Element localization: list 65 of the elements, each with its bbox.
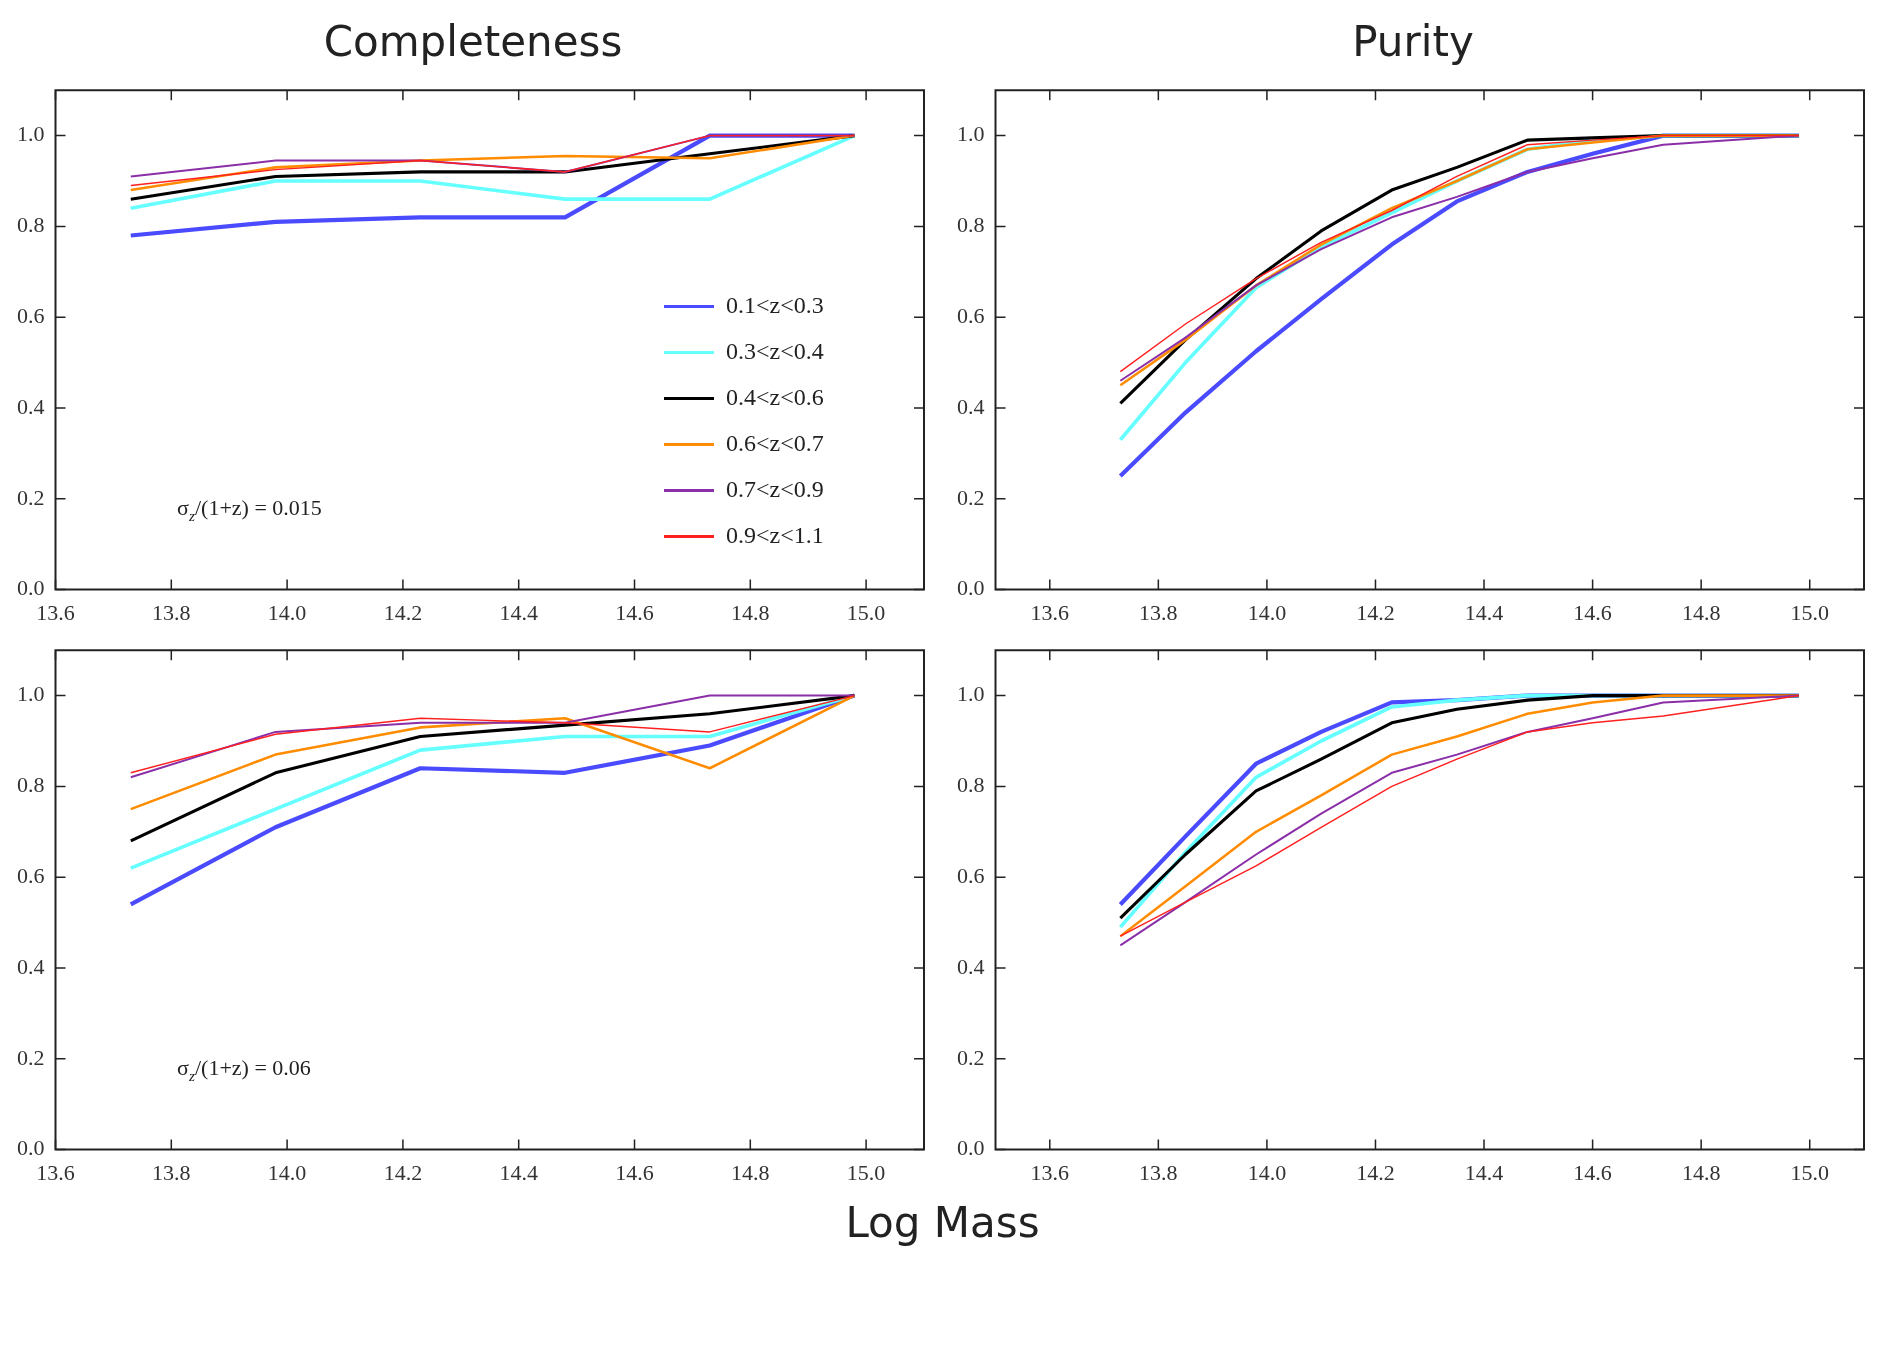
y-tick-label: 0.6 bbox=[17, 302, 45, 328]
y-tick-label: 1.0 bbox=[17, 121, 45, 147]
x-tick-label: 14.4 bbox=[499, 1159, 538, 1185]
legend-label: 0.9<z<1.1 bbox=[726, 521, 824, 548]
y-tick-label: 0.0 bbox=[957, 1135, 985, 1161]
x-tick-label: 14.0 bbox=[267, 599, 307, 625]
x-tick-label: 13.8 bbox=[152, 599, 191, 625]
legend-label: 0.1<z<0.3 bbox=[726, 291, 824, 318]
y-tick-label: 0.4 bbox=[957, 953, 985, 979]
y-tick-label: 0.2 bbox=[17, 1044, 45, 1070]
y-tick-label: 1.0 bbox=[17, 681, 45, 707]
x-tick-label: 14.0 bbox=[1247, 1159, 1287, 1185]
y-tick-label: 0.4 bbox=[957, 393, 985, 419]
legend-label: 0.4<z<0.6 bbox=[726, 383, 824, 410]
x-tick-label: 15.0 bbox=[1790, 599, 1829, 625]
x-tick-label: 15.0 bbox=[846, 599, 886, 625]
x-tick-label: 14.2 bbox=[383, 599, 423, 625]
x-tick-label: 14.6 bbox=[1573, 1159, 1612, 1185]
x-tick-label: 13.6 bbox=[1030, 599, 1070, 625]
x-tick-label: 15.0 bbox=[1790, 1159, 1829, 1185]
y-tick-label: 0.6 bbox=[17, 862, 45, 888]
x-tick-label: 14.0 bbox=[1247, 599, 1287, 625]
y-tick-label: 1.0 bbox=[957, 681, 985, 707]
y-tick-label: 0.8 bbox=[17, 212, 45, 238]
y-tick-label: 0.0 bbox=[17, 575, 45, 601]
x-tick-label: 14.6 bbox=[615, 1159, 654, 1185]
x-tick-label: 15.0 bbox=[846, 1159, 886, 1185]
x-tick-label: 14.6 bbox=[1573, 599, 1612, 625]
y-tick-label: 0.8 bbox=[17, 772, 45, 798]
y-tick-label: 0.4 bbox=[17, 393, 45, 419]
x-tick-label: 14.8 bbox=[1681, 599, 1721, 625]
x-tick-label: 14.8 bbox=[731, 1159, 770, 1185]
y-tick-label: 0.2 bbox=[957, 484, 985, 510]
y-tick-label: 1.0 bbox=[957, 121, 985, 147]
y-tick-label: 0.2 bbox=[17, 484, 45, 510]
chart-title: Completeness bbox=[323, 16, 623, 68]
x-tick-label: 14.4 bbox=[1464, 599, 1504, 625]
chart-title: Purity bbox=[1352, 16, 1474, 68]
y-tick-label: 0.0 bbox=[957, 575, 985, 601]
x-tick-label: 14.4 bbox=[1464, 1159, 1504, 1185]
x-tick-label: 13.8 bbox=[1139, 599, 1178, 625]
legend-label: 0.7<z<0.9 bbox=[726, 475, 824, 502]
x-tick-label: 14.8 bbox=[1681, 1159, 1721, 1185]
y-tick-label: 0.2 bbox=[957, 1044, 985, 1070]
x-axis-title: Log Mass bbox=[844, 1198, 1041, 1247]
y-tick-label: 0.6 bbox=[957, 302, 985, 328]
x-tick-label: 14.6 bbox=[615, 599, 654, 625]
x-tick-label: 13.6 bbox=[36, 599, 75, 625]
x-tick-label: 14.2 bbox=[1356, 1159, 1395, 1185]
x-tick-label: 14.2 bbox=[1356, 599, 1395, 625]
y-tick-label: 0.4 bbox=[17, 953, 45, 979]
y-tick-label: 0.0 bbox=[17, 1135, 45, 1161]
x-tick-label: 13.8 bbox=[1139, 1159, 1178, 1185]
x-tick-label: 14.8 bbox=[731, 599, 770, 625]
x-tick-label: 13.8 bbox=[152, 1159, 191, 1185]
x-tick-label: 14.4 bbox=[499, 599, 538, 625]
y-tick-label: 0.6 bbox=[957, 862, 985, 888]
legend-label: 0.6<z<0.7 bbox=[726, 429, 824, 456]
x-tick-label: 14.2 bbox=[383, 1159, 423, 1185]
legend-label: 0.3<z<0.4 bbox=[726, 337, 824, 364]
x-tick-label: 14.0 bbox=[267, 1159, 307, 1185]
x-tick-label: 13.6 bbox=[1030, 1159, 1070, 1185]
x-tick-label: 13.6 bbox=[36, 1159, 75, 1185]
y-tick-label: 0.8 bbox=[957, 212, 985, 238]
y-tick-label: 0.8 bbox=[957, 772, 985, 798]
